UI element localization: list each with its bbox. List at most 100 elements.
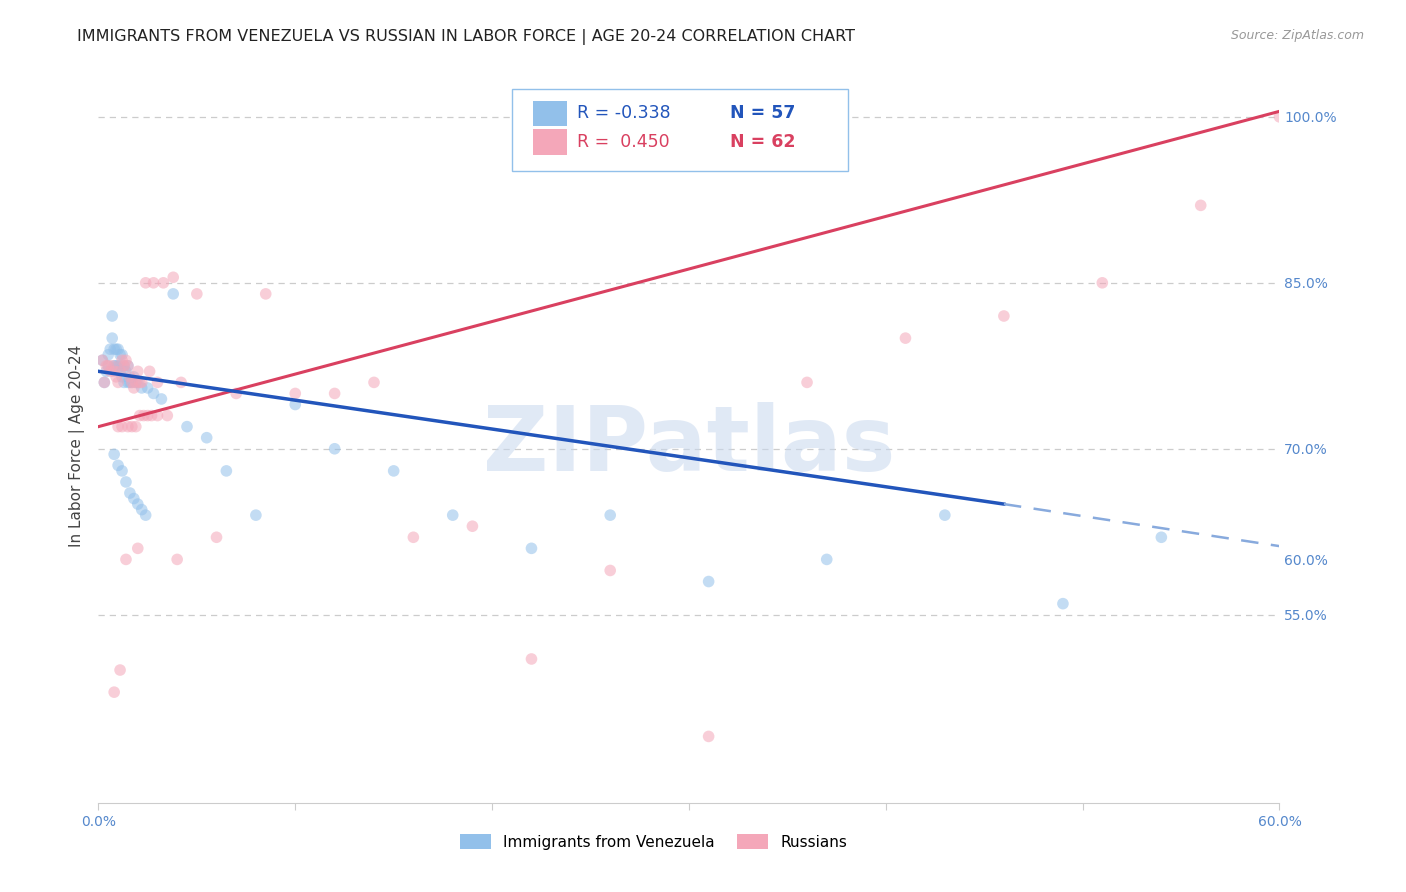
Text: N = 62: N = 62 bbox=[730, 133, 796, 151]
Point bbox=[108, 663, 131, 677]
Point bbox=[520, 541, 543, 556]
Point bbox=[107, 342, 129, 356]
Point bbox=[1150, 530, 1173, 544]
Point bbox=[91, 353, 114, 368]
Point bbox=[697, 730, 720, 744]
Point bbox=[112, 359, 135, 373]
Point bbox=[108, 348, 131, 362]
Point bbox=[132, 409, 155, 423]
Point bbox=[115, 364, 138, 378]
Point bbox=[441, 508, 464, 523]
Point bbox=[103, 342, 125, 356]
Point bbox=[254, 286, 277, 301]
Point bbox=[101, 309, 124, 323]
Point bbox=[111, 419, 134, 434]
Point bbox=[111, 348, 134, 362]
Point bbox=[382, 464, 405, 478]
Point bbox=[135, 276, 157, 290]
Point bbox=[96, 359, 118, 373]
Point bbox=[115, 353, 138, 368]
FancyBboxPatch shape bbox=[512, 89, 848, 171]
Point bbox=[118, 376, 141, 390]
Point bbox=[1268, 110, 1291, 124]
Point bbox=[108, 364, 131, 378]
Point bbox=[402, 530, 425, 544]
Point bbox=[142, 386, 165, 401]
Point bbox=[108, 359, 131, 373]
Point bbox=[122, 491, 145, 506]
Point bbox=[815, 552, 838, 566]
Point bbox=[205, 530, 228, 544]
Point bbox=[105, 342, 128, 356]
Y-axis label: In Labor Force | Age 20-24: In Labor Force | Age 20-24 bbox=[69, 345, 84, 547]
Point bbox=[131, 376, 153, 390]
Point bbox=[118, 486, 141, 500]
Point bbox=[131, 381, 153, 395]
Point bbox=[599, 508, 621, 523]
Point bbox=[127, 364, 149, 378]
Point bbox=[98, 342, 121, 356]
Point bbox=[96, 364, 118, 378]
Point bbox=[117, 359, 139, 373]
Text: Source: ZipAtlas.com: Source: ZipAtlas.com bbox=[1230, 29, 1364, 43]
Point bbox=[135, 508, 157, 523]
Point bbox=[142, 276, 165, 290]
Point bbox=[107, 376, 129, 390]
Point bbox=[127, 497, 149, 511]
Point bbox=[112, 359, 135, 373]
Point bbox=[1052, 597, 1074, 611]
Point bbox=[195, 431, 218, 445]
Point bbox=[697, 574, 720, 589]
Point bbox=[111, 464, 134, 478]
Point bbox=[599, 564, 621, 578]
Point bbox=[461, 519, 484, 533]
Point bbox=[105, 369, 128, 384]
Point bbox=[225, 386, 247, 401]
Point bbox=[162, 270, 184, 285]
Point bbox=[520, 652, 543, 666]
Point bbox=[323, 442, 346, 456]
Point bbox=[125, 419, 148, 434]
Point bbox=[122, 381, 145, 395]
Point bbox=[105, 359, 128, 373]
Point bbox=[125, 376, 148, 390]
Point bbox=[186, 286, 208, 301]
Point bbox=[284, 386, 307, 401]
Point bbox=[118, 369, 141, 384]
Point bbox=[138, 364, 160, 378]
Point bbox=[796, 376, 818, 390]
Point bbox=[176, 419, 198, 434]
Text: R =  0.450: R = 0.450 bbox=[576, 133, 669, 151]
Point bbox=[127, 376, 149, 390]
Point bbox=[107, 419, 129, 434]
Point bbox=[97, 359, 120, 373]
Point bbox=[93, 376, 115, 390]
Point bbox=[103, 447, 125, 461]
Point bbox=[934, 508, 956, 523]
Point bbox=[363, 376, 385, 390]
Point bbox=[117, 359, 139, 373]
Point bbox=[128, 376, 150, 390]
Legend: Immigrants from Venezuela, Russians: Immigrants from Venezuela, Russians bbox=[454, 828, 853, 855]
Text: IMMIGRANTS FROM VENEZUELA VS RUSSIAN IN LABOR FORCE | AGE 20-24 CORRELATION CHAR: IMMIGRANTS FROM VENEZUELA VS RUSSIAN IN … bbox=[77, 29, 855, 45]
Point bbox=[122, 369, 145, 384]
Point bbox=[993, 309, 1015, 323]
Point bbox=[103, 359, 125, 373]
Point bbox=[170, 376, 193, 390]
Point bbox=[101, 331, 124, 345]
Point bbox=[894, 331, 917, 345]
Point bbox=[112, 376, 135, 390]
Point bbox=[91, 353, 114, 368]
FancyBboxPatch shape bbox=[533, 101, 567, 127]
Point bbox=[107, 359, 129, 373]
Point bbox=[111, 353, 134, 368]
Text: N = 57: N = 57 bbox=[730, 104, 796, 122]
Point bbox=[131, 502, 153, 516]
Point bbox=[117, 419, 139, 434]
Point bbox=[323, 386, 346, 401]
Point bbox=[136, 409, 159, 423]
Point bbox=[141, 409, 163, 423]
Point bbox=[97, 359, 120, 373]
Point bbox=[103, 685, 125, 699]
FancyBboxPatch shape bbox=[533, 129, 567, 155]
